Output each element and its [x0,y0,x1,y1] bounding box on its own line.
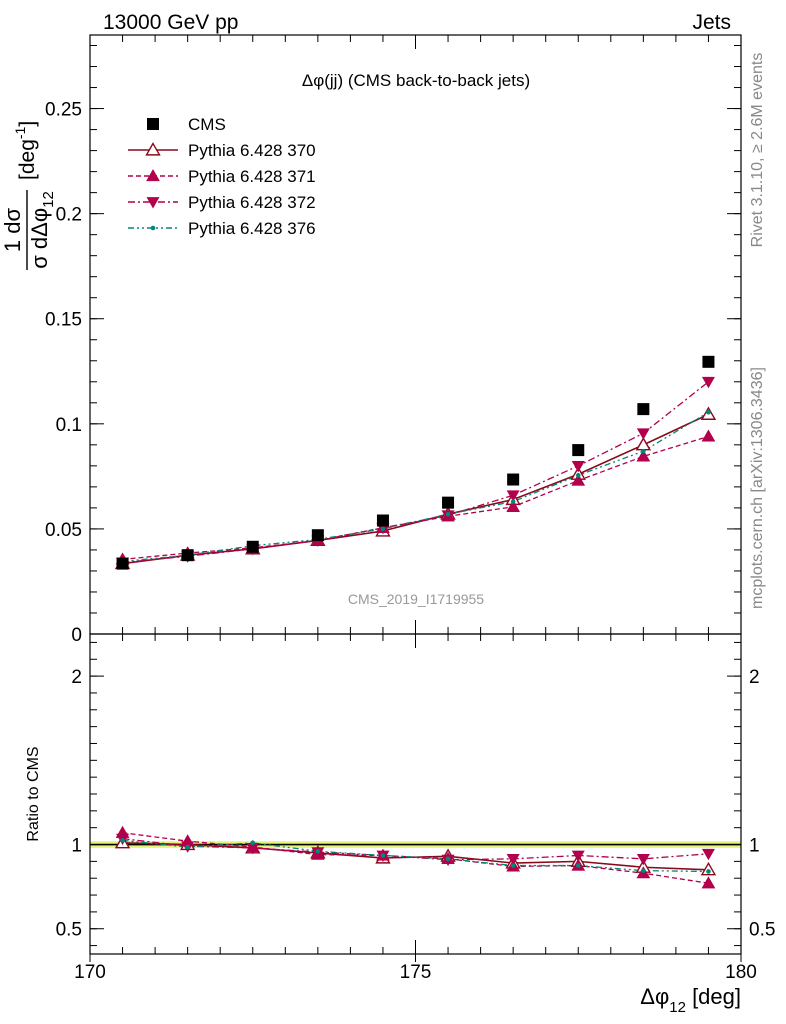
ratio-point-2 [246,843,260,855]
legend-entry-3: Pythia 6.428 372 [128,193,316,212]
main-ytick-label: 0.1 [56,415,82,436]
header-right: Jets [692,11,731,34]
data-point-series-4 [641,448,646,454]
data-point-series-0 [181,549,194,562]
data-point-series-0 [702,355,715,368]
ratio-point-2 [571,850,585,862]
ratio-point-3 [380,853,386,858]
data-point-series-0 [376,514,389,527]
ratio-point-3 [120,838,125,843]
data-point-series-1 [635,436,652,451]
ratio-ytick-label-right: 2 [749,667,760,688]
data-point-series-3 [701,376,715,389]
main-ytick-label: 0.05 [45,520,82,541]
ratio-line-3 [122,839,709,873]
ratio-ytick-label-right: 0.5 [749,920,775,941]
ratio-ytick-label: 2 [71,667,82,688]
ylabel-unit: [deg-1] [12,121,39,180]
main-ytick-label: 0 [71,625,82,646]
data-point-series-3 [636,428,650,440]
xtick-label: 180 [725,962,757,983]
data-point-series-0 [442,496,455,509]
legend-entry-1: Pythia 6.428 370 [128,141,316,160]
main-ylabel: 1 dσ σ dΔφ12 [deg-1] [0,121,57,270]
legend-label: CMS [188,115,226,134]
ratio-point-3 [641,868,646,873]
rivet-label: Rivet 3.1.10, ≥ 2.6M events [749,53,766,248]
legend-marker [145,142,161,156]
xlabel: Δφ12 [deg] [640,984,741,1016]
data-point-series-4 [706,409,711,415]
legend: CMS Pythia 6.428 370 Pythia 6.428 371 Pythi… [128,115,316,238]
main-title: Δφ(jj) (CMS back-to-back jets) [302,71,530,90]
series-line-1 [122,413,709,565]
data-point-series-3 [506,490,520,502]
data-point-series-4 [575,473,581,478]
ratio-ylabel: Ratio to CMS [25,746,42,841]
mcplots-label: mcplots.cern.ch [arXiv:1306.3436] [749,367,766,609]
series-line-4 [122,411,709,563]
ylabel-numerator: 1 dσ [0,208,25,253]
data-point-series-0 [507,473,520,486]
data-point-series-0 [572,444,585,457]
ratio-frame [89,633,742,955]
data-point-series-2 [506,499,521,512]
ratio-point-1 [701,876,716,889]
series-line-3 [122,381,709,564]
legend-label: Pythia 6.428 371 [188,167,316,186]
header-left: 13000 GeV pp [103,11,238,34]
data-point-series-0 [637,403,650,416]
legend-marker [146,197,160,209]
ratio-point-3 [575,863,581,868]
main-ytick-label: 0.15 [45,310,82,331]
ratio-point-3 [445,856,451,862]
data-point-series-2 [636,449,651,462]
data-point-series-3 [571,460,585,473]
ratio-point-0 [700,861,717,876]
ratio-ytick-label: 1 [71,836,82,857]
ratio-point-3 [185,844,190,850]
ratio-ytick-label: 0.5 [56,920,82,941]
legend-entry-2: Pythia 6.428 371 [128,167,316,186]
ylabel-denominator: σ dΔφ12 [27,191,57,269]
ratio-ytick-label-right: 1 [749,836,760,857]
legend-marker [147,118,159,130]
data-point-series-0 [311,529,324,542]
ratio-point-2 [701,848,715,861]
data-point-series-4 [510,499,516,504]
ratio-line-1 [122,832,709,884]
data-point-series-2 [571,473,586,486]
watermark: CMS_2019_I1719955 [348,591,484,607]
ratio-plot-panel: 0.5 0.5 1 1 2 2 Ratio to CMS 170 175 180 Δφ12 [… [25,633,775,1016]
main-plot-panel: CMS_2019_I1719955 0 0.05 0.1 0.15 0.2 0.25 Δφ… [0,34,742,646]
ratio-point-3 [250,840,256,846]
legend-label: Pythia 6.428 372 [188,193,316,212]
data-point-series-2 [701,429,716,442]
legend-label: Pythia 6.428 370 [188,141,316,160]
data-point-series-0 [246,540,259,553]
data-point-series-0 [116,557,129,570]
data-point-series-4 [380,526,386,532]
legend-marker [150,225,156,231]
ratio-point-3 [510,863,516,868]
ratio-point-2 [506,853,520,866]
xtick-label: 170 [74,962,106,983]
main-ytick-label: 0.25 [45,100,82,121]
legend-label: Pythia 6.428 376 [188,219,316,238]
data-point-series-4 [445,511,451,517]
ratio-point-2 [636,853,650,866]
legend-marker [146,168,160,182]
main-ytick-label: 0.2 [56,205,82,226]
xtick-label: 175 [400,962,432,983]
ratio-point-3 [315,848,321,854]
ratio-point-3 [706,869,711,874]
legend-entry-4: Pythia 6.428 376 [128,219,316,238]
legend-entry-0: CMS [147,115,226,134]
